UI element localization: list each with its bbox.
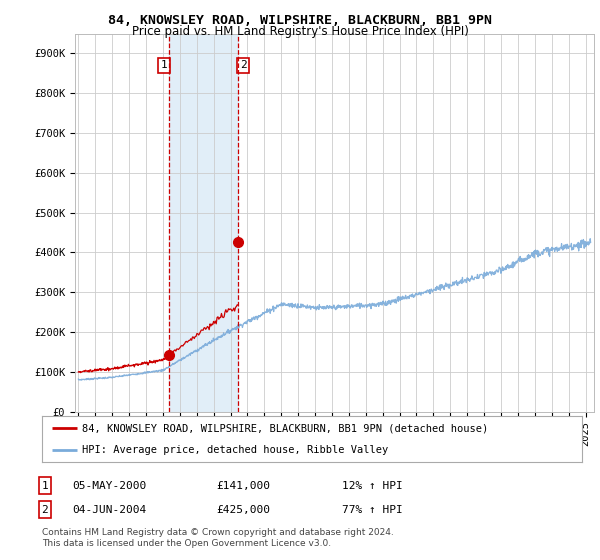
Text: Contains HM Land Registry data © Crown copyright and database right 2024.
This d: Contains HM Land Registry data © Crown c… [42,528,394,548]
Text: 05-MAY-2000: 05-MAY-2000 [72,480,146,491]
Text: 12% ↑ HPI: 12% ↑ HPI [342,480,403,491]
Text: 1: 1 [41,480,49,491]
Text: 84, KNOWSLEY ROAD, WILPSHIRE, BLACKBURN, BB1 9PN: 84, KNOWSLEY ROAD, WILPSHIRE, BLACKBURN,… [108,14,492,27]
Text: 04-JUN-2004: 04-JUN-2004 [72,505,146,515]
Text: 84, KNOWSLEY ROAD, WILPSHIRE, BLACKBURN, BB1 9PN (detached house): 84, KNOWSLEY ROAD, WILPSHIRE, BLACKBURN,… [83,423,489,433]
Text: £425,000: £425,000 [216,505,270,515]
Bar [169,34,238,412]
Text: 2: 2 [41,505,49,515]
Text: £141,000: £141,000 [216,480,270,491]
Text: 77% ↑ HPI: 77% ↑ HPI [342,505,403,515]
Text: HPI: Average price, detached house, Ribble Valley: HPI: Average price, detached house, Ribb… [83,445,389,455]
Text: 2: 2 [240,60,247,71]
Text: Price paid vs. HM Land Registry's House Price Index (HPI): Price paid vs. HM Land Registry's House … [131,25,469,38]
Text: 1: 1 [160,60,167,71]
